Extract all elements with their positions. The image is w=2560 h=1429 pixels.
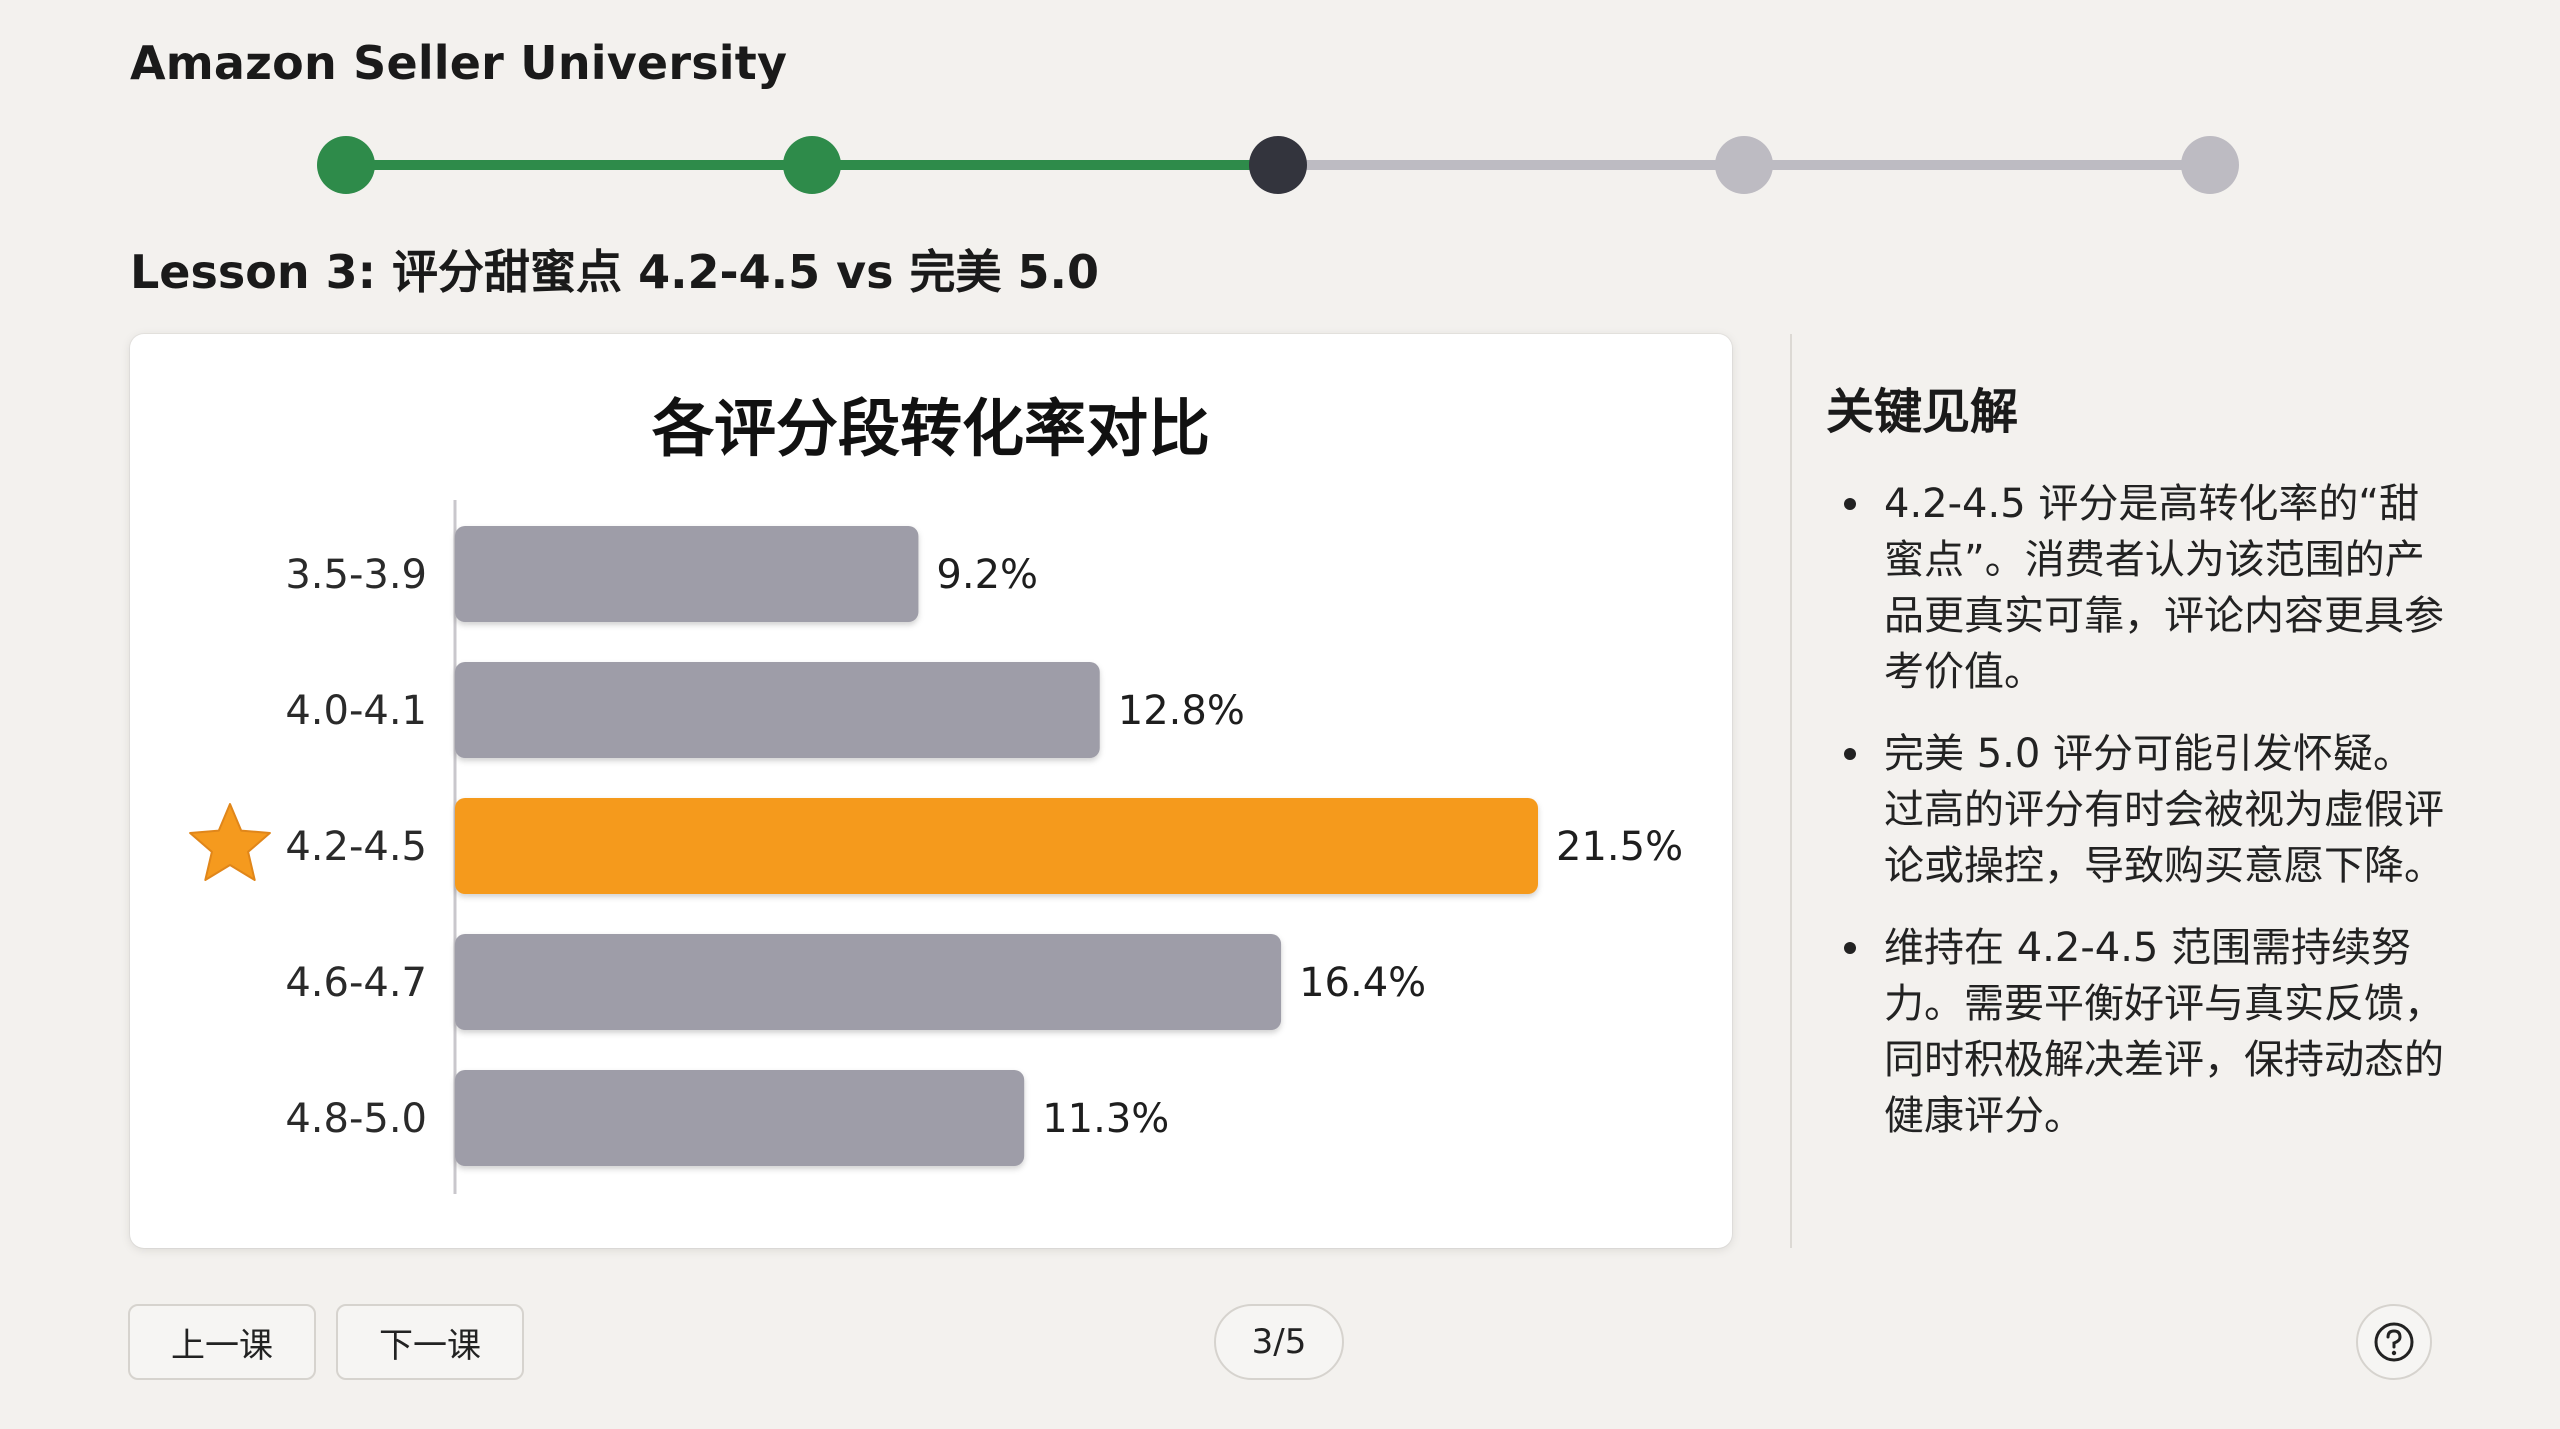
prev-lesson-button[interactable]: 上一课 [128, 1304, 316, 1380]
page-indicator: 3/5 [1214, 1304, 1344, 1380]
chart-card: 各评分段转化率对比 3.5-3.9 9.2% 4.0-4.1 12.8% 4.2-4.5… [130, 334, 1732, 1248]
value-label: 9.2% [936, 552, 1038, 598]
bar-4.6-4.7 [455, 934, 1282, 1030]
bar-4.8-5.0 [455, 1070, 1025, 1166]
progress-track-segment [1744, 160, 2210, 170]
progress-step-2 [783, 136, 841, 194]
category-label: 4.8-5.0 [285, 1096, 427, 1142]
progress-track-segment [812, 160, 1278, 170]
insight-item: 维持在 4.2-4.5 范围需持续努力。需要平衡好评与真实反馈，同时积极解决差评… [1826, 920, 2446, 1144]
value-label: 21.5% [1556, 824, 1683, 870]
bar-chart: 3.5-3.9 9.2% 4.0-4.1 12.8% 4.2-4.5 21.5% 4.6-4… [189, 500, 1683, 1194]
insights-list: 4.2-4.5 评分是高转化率的“甜蜜点”。消费者认为该范围的产品更真实可靠，评… [1826, 476, 2446, 1144]
question-circle-icon [2374, 1322, 2414, 1362]
bar-4.2-4.5 [455, 798, 1538, 894]
bar-3.5-3.9 [455, 526, 919, 622]
insights-title: 关键见解 [1826, 384, 2019, 440]
star-icon [189, 803, 271, 881]
progress-stepper [317, 132, 2240, 196]
lesson-title: Lesson 3: 评分甜蜜点 4.2-4.5 vs 完美 5.0 [130, 245, 1100, 299]
progress-step-4 [1715, 136, 1773, 194]
panel-divider [1790, 334, 1792, 1248]
progress-track-segment [1278, 160, 1744, 170]
insight-item: 4.2-4.5 评分是高转化率的“甜蜜点”。消费者认为该范围的产品更真实可靠，评… [1826, 476, 2446, 700]
category-label: 4.0-4.1 [285, 688, 427, 734]
help-button[interactable] [2356, 1304, 2432, 1380]
brand-title: Amazon Seller University [130, 36, 788, 90]
category-label: 4.2-4.5 [285, 824, 427, 870]
progress-step-3 [1249, 136, 1307, 194]
value-label: 11.3% [1042, 1096, 1169, 1142]
value-label: 16.4% [1299, 960, 1426, 1006]
progress-track-segment [346, 160, 812, 170]
insight-item: 完美 5.0 评分可能引发怀疑。过高的评分有时会被视为虚假评论或操控，导致购买意… [1826, 726, 2446, 894]
progress-step-1 [317, 136, 375, 194]
category-label: 4.6-4.7 [285, 960, 427, 1006]
next-lesson-button[interactable]: 下一课 [336, 1304, 524, 1380]
insights-panel: 关键见解 4.2-4.5 评分是高转化率的“甜蜜点”。消费者认为该范围的产品更真… [1826, 372, 2446, 1170]
bar-4.0-4.1 [455, 662, 1100, 758]
category-label: 3.5-3.9 [285, 552, 427, 598]
progress-step-5 [2181, 136, 2239, 194]
chart-title: 各评分段转化率对比 [651, 392, 1210, 465]
value-label: 12.8% [1118, 688, 1245, 734]
